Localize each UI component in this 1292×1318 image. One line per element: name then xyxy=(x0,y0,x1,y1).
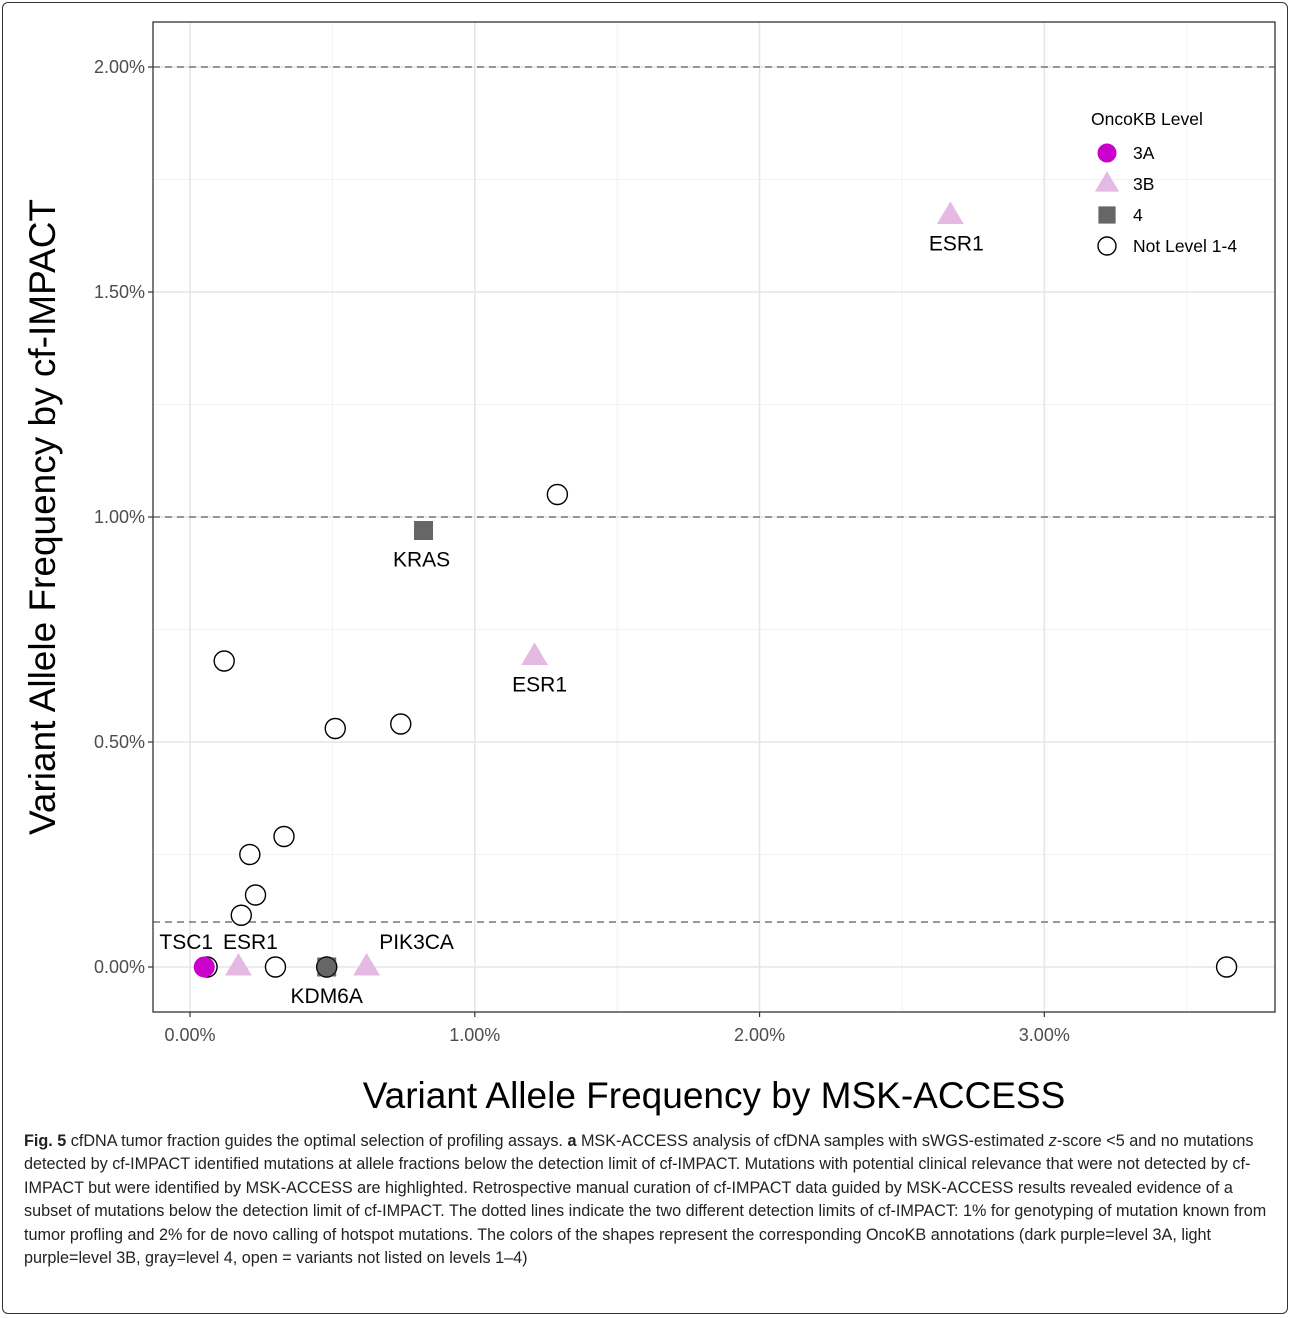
detection-limit-lines xyxy=(153,66,1275,923)
caption-panel-letter: a xyxy=(567,1132,577,1150)
y-axis-title: Variant Allele Frequency by cf-IMPACT xyxy=(22,199,63,835)
data-point-3b xyxy=(521,642,548,665)
point-label-pik3ca: PIK3CA xyxy=(379,931,454,954)
point-label-esr1: ESR1 xyxy=(223,931,278,954)
x-axis: 0.00% 1.00% 2.00% 3.00% xyxy=(164,1012,1070,1045)
caption-figure-label: Fig. 5 xyxy=(24,1132,67,1150)
data-point-not-level-1-4 xyxy=(230,904,252,926)
legend-label: 4 xyxy=(1133,205,1143,225)
point-label-tsc1: TSC1 xyxy=(159,931,213,954)
y-tick-label: 0.50% xyxy=(94,732,145,752)
caption-text-1: MSK-ACCESS analysis of cfDNA samples wit… xyxy=(576,1132,1049,1150)
data-point-3b xyxy=(936,201,964,224)
data-point-not-level-1-4 xyxy=(239,843,261,866)
data-point-3b xyxy=(225,953,252,976)
y-tick-label: 1.00% xyxy=(94,507,145,527)
figure-caption: Fig. 5 cfDNA tumor fraction guides the o… xyxy=(24,1130,1274,1270)
legend-label: Not Level 1-4 xyxy=(1133,236,1237,256)
x-axis-title: Variant Allele Frequency by MSK-ACCESS xyxy=(363,1075,1066,1116)
y-tick-label: 1.50% xyxy=(94,282,145,302)
y-tick-label: 2.00% xyxy=(94,57,145,77)
data-point-3b xyxy=(353,953,380,976)
data-point-not-level-1-4 xyxy=(244,884,267,906)
legend-entries: 3A 3B 4 Not Level 1-4 xyxy=(1094,143,1237,256)
scatter-chart: KDM6A KRAS ESR1 PIK3CA ESR1 ESR1 TSC1 0.00% 1.0… xyxy=(22,21,1276,1116)
legend-key-triangle xyxy=(1094,171,1120,192)
caption-z-symbol: z xyxy=(1048,1132,1057,1150)
data-point-3a xyxy=(193,956,215,978)
legend-key-open-circle xyxy=(1097,236,1117,256)
data-point-not-level-1-4 xyxy=(264,956,287,978)
x-tick-label: 0.00% xyxy=(164,1025,215,1045)
data-point-not-level-1-4 xyxy=(273,825,295,848)
legend-key-square xyxy=(1098,206,1116,224)
x-tick-label: 2.00% xyxy=(734,1025,785,1045)
x-tick-label: 3.00% xyxy=(1019,1025,1070,1045)
data-point-4 xyxy=(414,521,434,540)
data-point-not-level-1-4 xyxy=(546,483,569,506)
legend-key-circle xyxy=(1097,143,1117,163)
caption-text-2: -score <5 and no mutations detected by c… xyxy=(24,1132,1267,1268)
data-point-not-level-1-4 xyxy=(213,650,235,672)
y-axis: 0.00% 0.50% 1.00% 1.50% 2.00% xyxy=(94,57,153,977)
point-label-kras: KRAS xyxy=(393,549,450,572)
legend: OncoKB Level 3A 3B 4 Not Level 1-4 xyxy=(1091,109,1237,256)
data-point-not-level-1-4 xyxy=(324,717,346,740)
gene-labels: KDM6A KRAS ESR1 PIK3CA ESR1 ESR1 TSC1 xyxy=(159,233,983,1009)
data-point-not-level-1-4 xyxy=(390,713,412,735)
y-tick-label: 0.00% xyxy=(94,957,145,977)
point-label-kdm6a: KDM6A xyxy=(291,985,363,1008)
data-point-overlap xyxy=(316,956,338,978)
point-label-esr1: ESR1 xyxy=(512,674,567,697)
legend-label: 3A xyxy=(1133,143,1155,163)
caption-lead: cfDNA tumor fraction guides the optimal … xyxy=(66,1132,568,1150)
minor-gridlines xyxy=(153,22,1275,1012)
legend-label: 3B xyxy=(1133,174,1154,194)
data-point-not-level-1-4 xyxy=(1215,956,1238,978)
x-tick-label: 1.00% xyxy=(449,1025,500,1045)
point-label-esr1: ESR1 xyxy=(929,233,984,256)
data-points xyxy=(193,201,1238,978)
legend-title: OncoKB Level xyxy=(1091,109,1203,129)
